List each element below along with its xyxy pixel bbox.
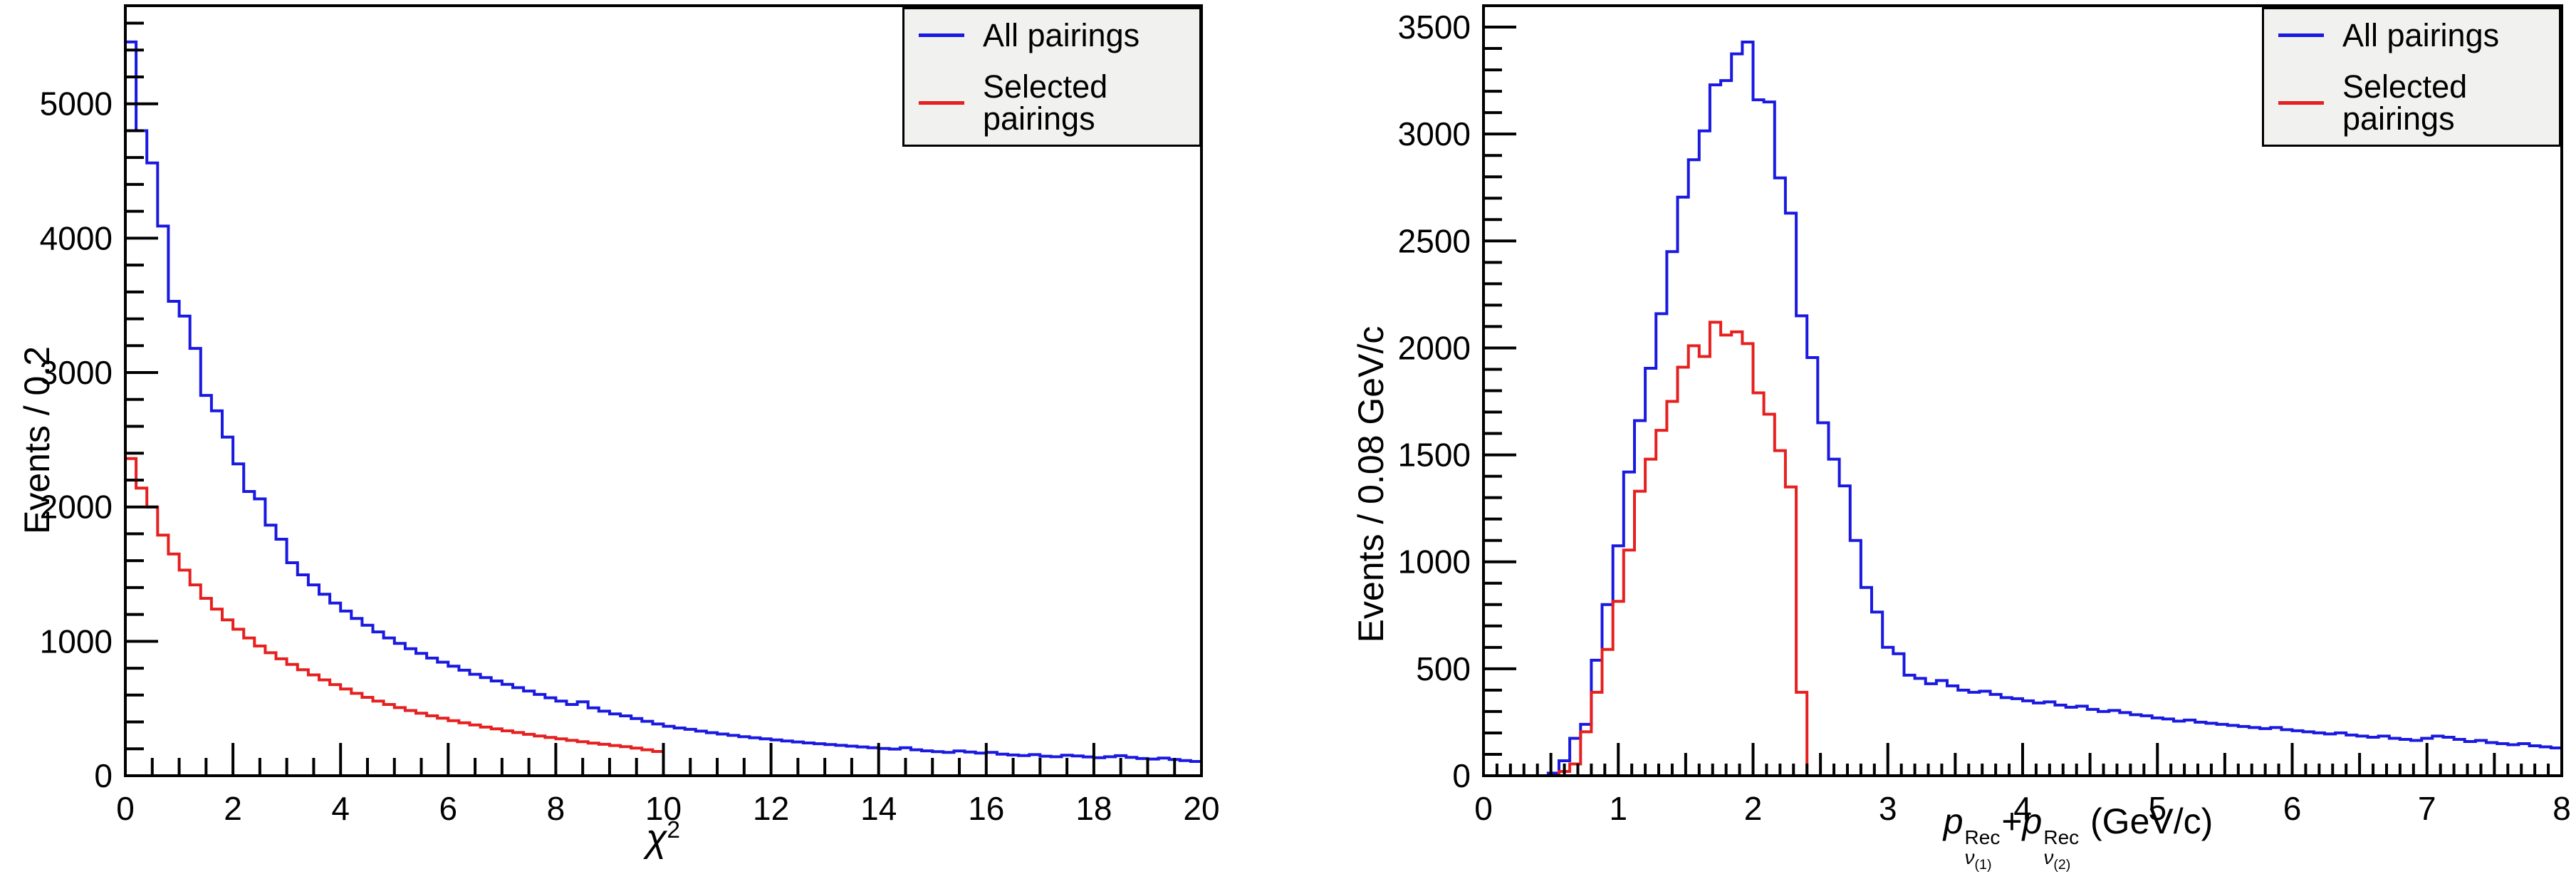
p2-symbol: p xyxy=(2022,801,2043,841)
y-tick-label: 3000 xyxy=(1398,115,1471,152)
y-tick-label: 0 xyxy=(1452,757,1471,794)
selected-pairings-line-swatch xyxy=(2278,100,2324,105)
p1-supsub: Rec ν(1) xyxy=(1964,826,2001,873)
legend-item-selected-pairings: Selected pairings xyxy=(919,71,1199,135)
y-tick-label: 2000 xyxy=(40,489,113,526)
p1-superscript: Rec xyxy=(1964,826,2001,849)
y-tick-label: 500 xyxy=(1416,650,1471,687)
histogram-all-pairings xyxy=(124,40,1203,776)
x-tick-label: 18 xyxy=(1075,790,1112,827)
right-y-axis-title: Events / 0.08 GeV/c xyxy=(1351,326,1391,643)
y-tick-label: 2000 xyxy=(1398,329,1471,366)
chi-exponent: 2 xyxy=(667,817,681,843)
x-tick-label: 6 xyxy=(2283,790,2302,827)
legend-label: All pairings xyxy=(983,16,1140,53)
x-tick-label: 10 xyxy=(645,790,682,827)
left-x-axis-title: χ2 xyxy=(646,816,680,860)
legend-item-all-pairings: All pairings xyxy=(2278,19,2559,51)
y-tick-label: 3500 xyxy=(1398,9,1471,46)
x-tick-label: 2 xyxy=(224,790,242,827)
p2-subscript: ν(2) xyxy=(2043,846,2071,873)
y-tick-label: 0 xyxy=(94,757,113,794)
x-tick-label: 8 xyxy=(2552,790,2571,827)
x-tick-label: 7 xyxy=(2418,790,2436,827)
legend: All pairings Selected pairings xyxy=(902,7,1201,147)
plus-sign: + xyxy=(2001,801,2023,841)
histogram-selected-pairings xyxy=(1558,321,1809,776)
plot-momentum-sum: 0 1 2 3 4 5 6 7 8 0 500 1000 1500 2000 2500 3000 3500 xyxy=(1398,4,2571,827)
all-pairings-line-swatch xyxy=(919,33,964,37)
x-tick-label: 0 xyxy=(1474,790,1493,827)
unit-label: (GeV/c) xyxy=(2080,801,2213,841)
plot-chi2: 0 2 4 6 8 10 12 14 16 18 20 0 1000 2000 3000 4000 5000 xyxy=(40,4,1220,827)
legend-label: Selected pairings xyxy=(983,68,1108,137)
x-tick-label: 12 xyxy=(753,790,789,827)
plot-frame xyxy=(1482,4,2563,777)
selected-pairings-line-swatch xyxy=(919,100,964,105)
all-pairings-line-swatch xyxy=(2278,33,2324,37)
legend-label: All pairings xyxy=(2342,16,2500,53)
legend: All pairings Selected pairings xyxy=(2262,7,2561,147)
legend-label: Selected pairings xyxy=(2342,68,2468,137)
legend-item-selected-pairings: Selected pairings xyxy=(2278,71,2559,135)
x-tick-label: 14 xyxy=(860,790,897,827)
y-tick-label: 1000 xyxy=(1398,543,1471,581)
y-tick-label: 1500 xyxy=(1398,437,1471,474)
plot-frame xyxy=(124,4,1203,777)
x-tick-label: 3 xyxy=(1879,790,1897,827)
chi-symbol: χ xyxy=(645,817,667,860)
x-tick-label: 1 xyxy=(1609,790,1627,827)
y-tick-label: 5000 xyxy=(40,85,113,123)
y-tick-label: 2500 xyxy=(1398,222,1471,259)
p1-symbol: p xyxy=(1943,801,1964,841)
p2-supsub: Rec ν(2) xyxy=(2043,826,2080,873)
x-tick-label: 0 xyxy=(116,790,135,827)
y-tick-label: 3000 xyxy=(40,354,113,391)
histogram-all-pairings xyxy=(1546,41,2563,776)
x-tick-label: 20 xyxy=(1183,790,1219,827)
x-tick-label: 4 xyxy=(331,790,350,827)
x-tick-label: 16 xyxy=(968,790,1004,827)
y-tick-label: 1000 xyxy=(40,623,113,660)
x-tick-label: 8 xyxy=(547,790,565,827)
histogram-selected-pairings xyxy=(124,457,665,776)
p1-subscript: ν(1) xyxy=(1964,846,1992,873)
x-tick-label: 2 xyxy=(1744,790,1763,827)
x-tick-label: 6 xyxy=(439,790,458,827)
p2-superscript: Rec xyxy=(2043,826,2080,849)
legend-item-all-pairings: All pairings xyxy=(919,19,1199,51)
x-tick-label: 4 xyxy=(2013,790,2032,827)
right-x-axis-title: p Rec ν(1) +p Rec ν(2) (GeV/c) xyxy=(1943,801,2213,873)
left-y-axis-title: Events / 0.2 xyxy=(17,345,57,535)
y-tick-label: 4000 xyxy=(40,219,113,256)
x-tick-label: 5 xyxy=(2148,790,2166,827)
